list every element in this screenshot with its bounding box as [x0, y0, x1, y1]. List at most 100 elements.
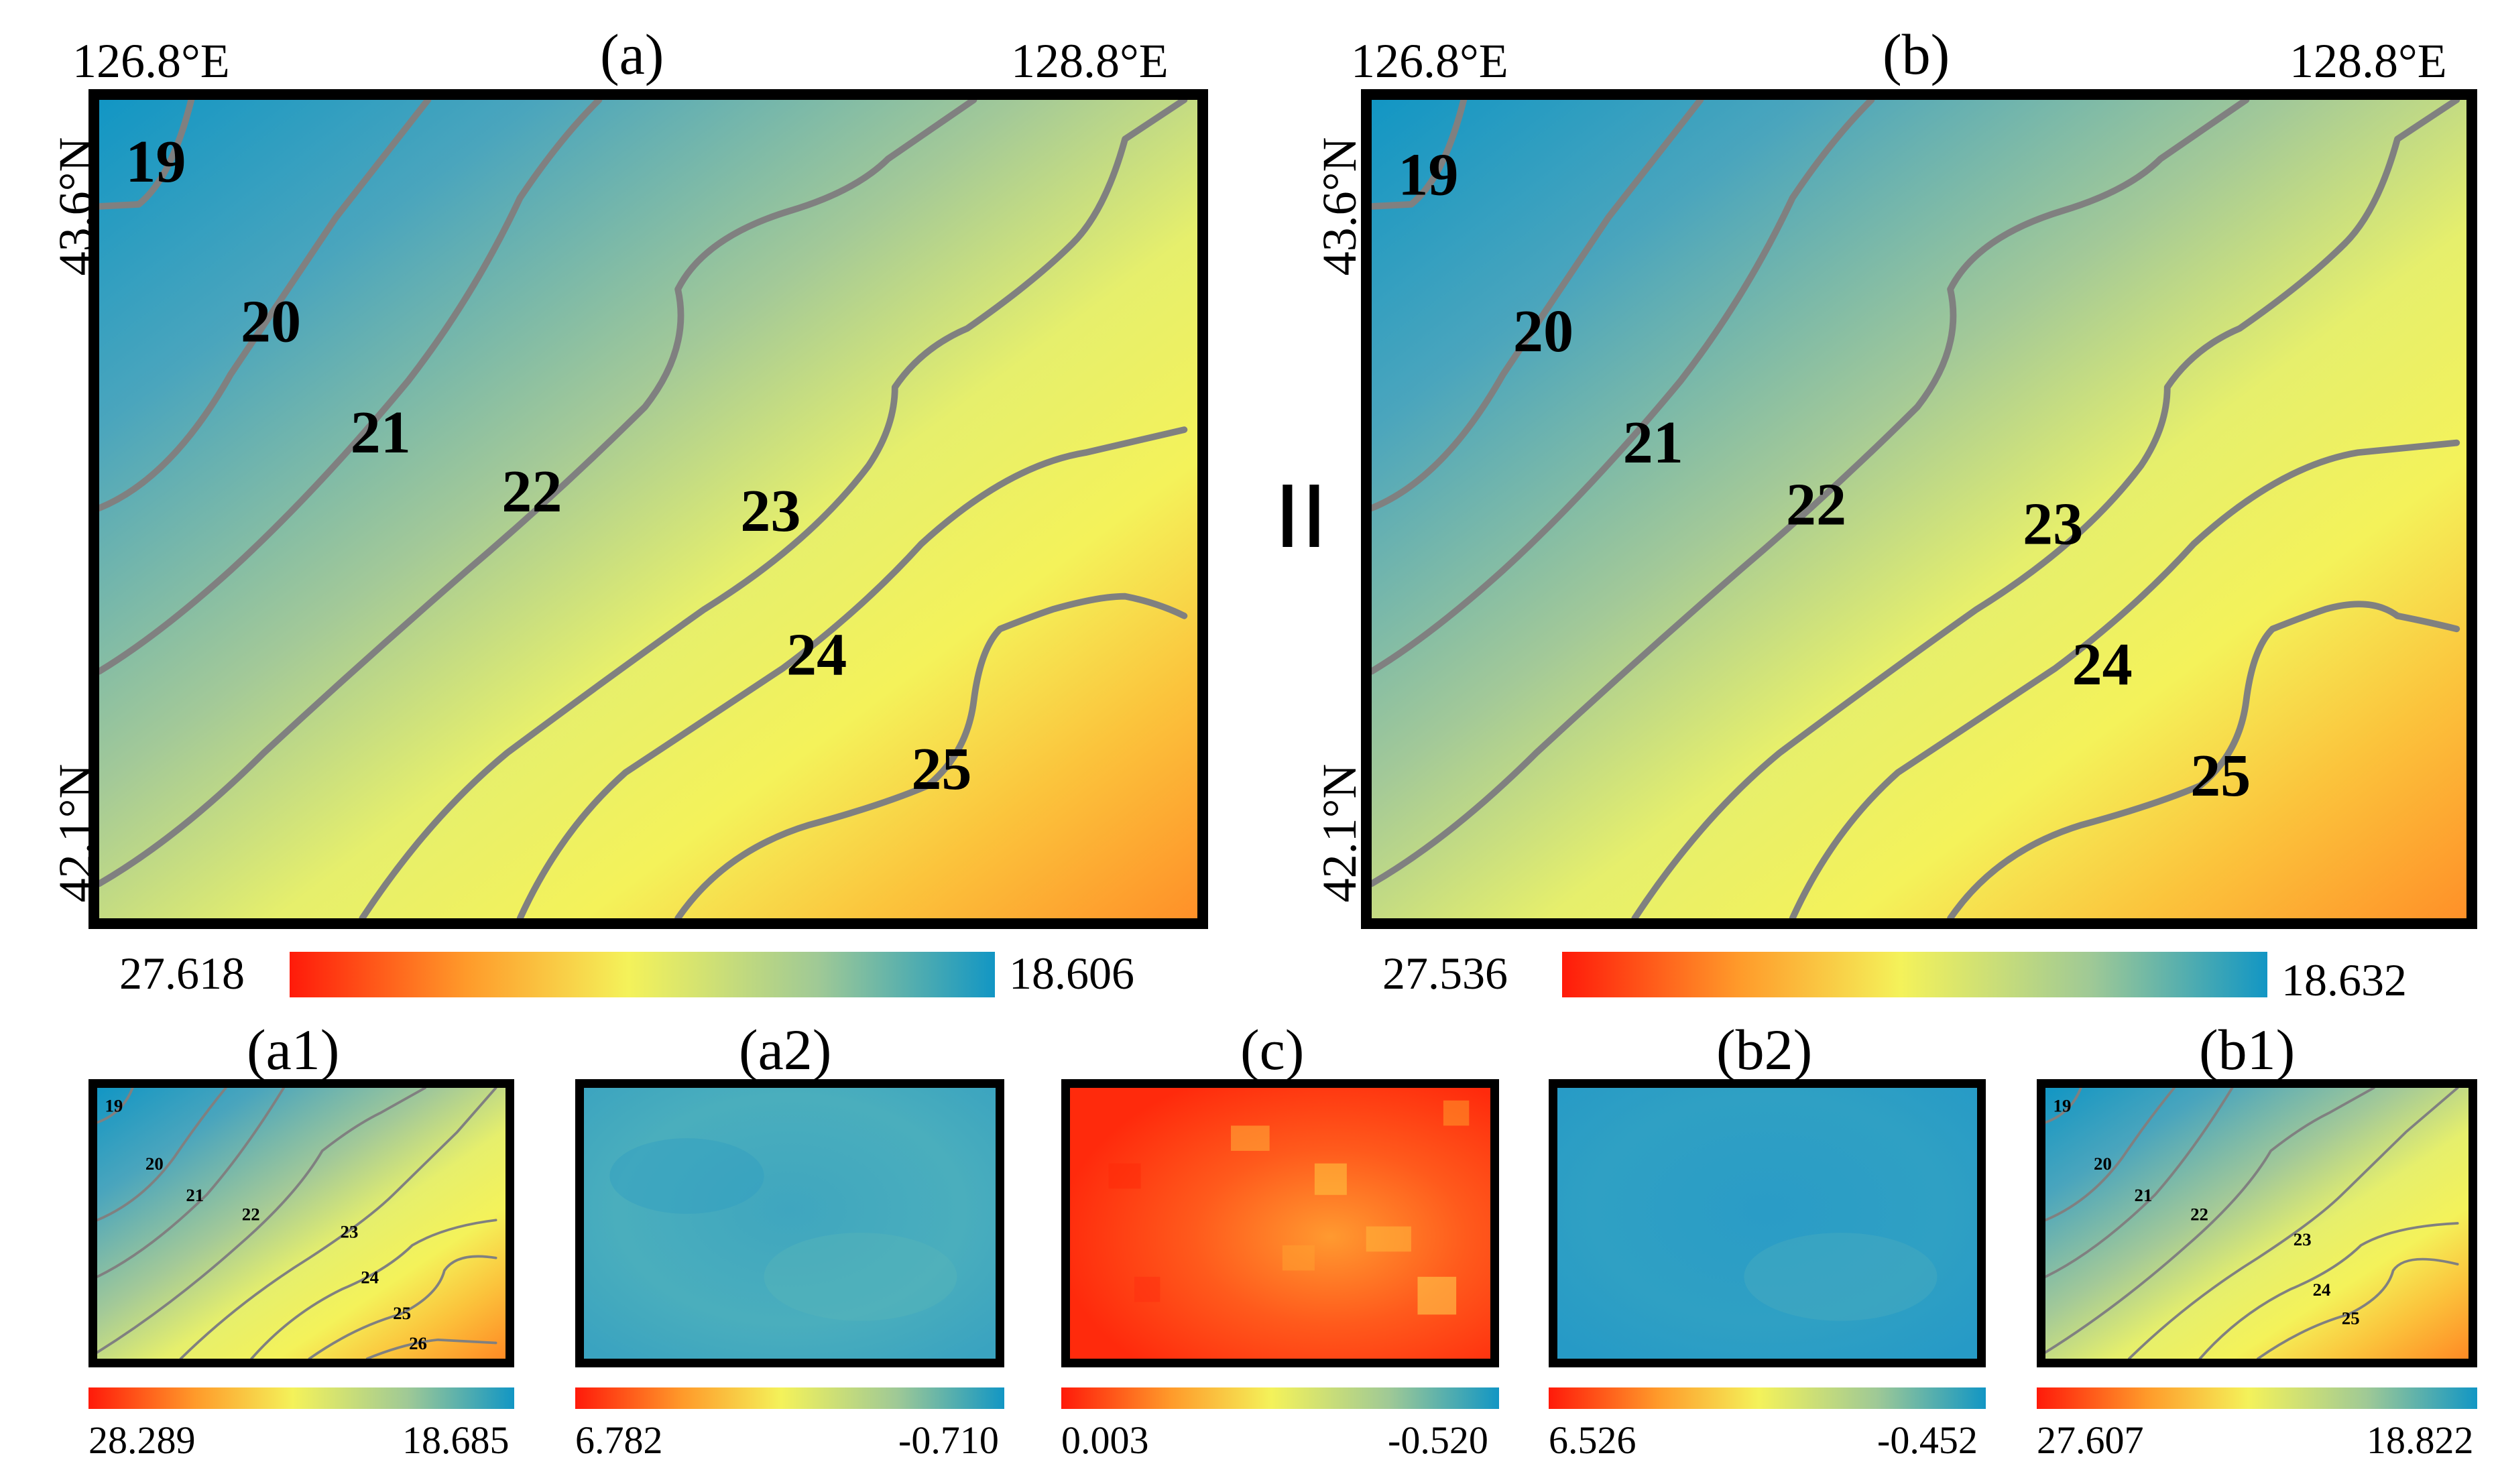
panel-a-contour-21 [99, 100, 603, 675]
panel-a1-contour-23 [179, 1088, 497, 1359]
panel-b-contour-label-19: 19 [1398, 142, 1458, 208]
panel-a1-raster [97, 1088, 505, 1359]
panel-a-colorbar-max: 18.606 [1009, 948, 1134, 999]
panel-a2-map [575, 1079, 1004, 1367]
panel-c-colorbar-min: 0.003 [1061, 1418, 1149, 1462]
panel-b-lat-bottom: 42.1°N [1313, 763, 1366, 903]
panel-a2-colorbar-min: 6.782 [575, 1418, 663, 1462]
panel-a1-contour-20 [97, 1088, 227, 1222]
panel-a2-colorbar-max: -0.710 [898, 1418, 999, 1462]
panel-a1-contour-25 [308, 1255, 497, 1359]
panel-b1-contour-label-21: 21 [2135, 1185, 2153, 1205]
panel-b2-colorbar-min: 6.526 [1549, 1418, 1636, 1462]
panel-b-map: 19 20 21 22 23 24 25 [1361, 89, 2477, 929]
panel-b-contour-25 [1947, 601, 2460, 918]
panel-b2-raster [1557, 1088, 1977, 1359]
panel-b1-map: 19 20 21 22 23 24 25 [2037, 1079, 2477, 1367]
panel-a-contour-24 [516, 426, 1188, 918]
panel-a-contour-25 [674, 593, 1188, 918]
panel-b1-colorbar [2037, 1387, 2477, 1409]
panel-a-title: (a) [600, 22, 664, 86]
panel-b1-title: (b1) [2199, 1017, 2296, 1082]
panel-c-colorbar [1061, 1387, 1499, 1409]
panel-a-colorbar [290, 952, 995, 997]
panel-b-contour-label-24: 24 [2072, 631, 2133, 698]
panel-b-lon-left: 126.8°E [1351, 34, 1508, 88]
panel-a-map: 19 20 21 22 23 24 25 [88, 89, 1208, 929]
panel-a1-colorbar-max: 18.685 [402, 1418, 510, 1462]
panel-c-map [1061, 1079, 1499, 1367]
panel-a-lon-right: 128.8°E [1011, 34, 1169, 88]
panel-c-raster [1070, 1088, 1490, 1359]
panel-b-raster [1372, 100, 2466, 918]
panel-b-contour-label-23: 23 [2023, 491, 2083, 558]
panel-b-colorbar-min: 27.536 [1382, 948, 1508, 999]
panel-b2-colorbar [1549, 1387, 1986, 1409]
panel-c-title: (c) [1240, 1017, 1305, 1082]
panel-b2-map [1549, 1079, 1986, 1367]
panel-a-contour-label-19: 19 [125, 129, 186, 195]
panel-b1-contour-22 [2045, 1088, 2375, 1354]
panel-b1-raster [2045, 1088, 2468, 1359]
panel-a1-contour-label-19: 19 [105, 1096, 123, 1116]
panel-a1-contour-label-21: 21 [186, 1185, 204, 1205]
panel-a2-title: (a2) [739, 1017, 832, 1082]
panel-b2-title: (b2) [1716, 1017, 1813, 1082]
equals-sign: = [1227, 478, 1375, 554]
panel-a1-contour-label-23: 23 [341, 1222, 359, 1242]
panel-b1-contour-24 [2198, 1222, 2459, 1359]
panel-a-contour-20 [99, 100, 432, 511]
panel-b1-contour-label-24: 24 [2313, 1280, 2331, 1300]
panel-a-colorbar-min: 27.618 [119, 948, 245, 999]
panel-a1-contour-label-20: 20 [145, 1154, 164, 1174]
panel-b-lon-right: 128.8°E [2289, 34, 2447, 88]
panel-b1-contour-label-19: 19 [2053, 1096, 2072, 1116]
panel-b-contour-24 [1789, 439, 2460, 918]
panel-b1-contour-19 [2045, 1088, 2082, 1124]
panel-b1-contour-20 [2045, 1088, 2176, 1222]
panel-b1-contour-21 [2045, 1088, 2234, 1278]
panel-a-contour-23 [359, 100, 1188, 918]
panel-a-contour-22 [99, 100, 977, 887]
panel-b-contour-label-20: 20 [1513, 298, 1573, 365]
panel-a-contour-label-25: 25 [911, 736, 971, 802]
panel-a1-contour-label-26: 26 [409, 1333, 427, 1353]
panel-a1-map: 19 20 21 22 23 24 25 26 [88, 1079, 514, 1367]
panel-b1-contour-label-23: 23 [2294, 1229, 2312, 1249]
panel-a-contour-label-20: 20 [241, 289, 301, 355]
panel-a1-contour-21 [97, 1088, 286, 1278]
panel-b1-colorbar-min: 27.607 [2037, 1418, 2144, 1462]
panel-b1-contour-label-22: 22 [2190, 1204, 2208, 1225]
panel-a-contour-19 [99, 100, 195, 210]
panel-b-contour-22 [1372, 100, 2250, 887]
panel-a2-raster [584, 1088, 996, 1359]
panel-a-contour-label-22: 22 [501, 458, 562, 525]
panel-a1-contour-22 [97, 1088, 427, 1354]
panel-a-lon-left: 126.8°E [72, 34, 230, 88]
panel-a1-contour-label-24: 24 [361, 1267, 379, 1288]
panel-b-contour-21 [1372, 100, 1875, 675]
panel-a-contour-label-24: 24 [786, 622, 847, 688]
panel-b-contour-label-22: 22 [1786, 472, 1846, 538]
panel-a1-contour-26 [365, 1338, 497, 1359]
panel-b-contour-23 [1631, 100, 2460, 918]
panel-b1-colorbar-max: 18.822 [2367, 1418, 2474, 1462]
panel-a1-contour-label-22: 22 [242, 1204, 260, 1225]
panel-b-colorbar-max: 18.632 [2281, 954, 2407, 1005]
panel-b1-contour-label-25: 25 [2342, 1308, 2360, 1328]
panel-b-lat-top: 43.6°N [1313, 137, 1366, 276]
panel-a1-contour-24 [250, 1219, 497, 1359]
panel-c-colorbar-max: -0.520 [1388, 1418, 1488, 1462]
panel-a1-contour-label-25: 25 [393, 1303, 411, 1323]
panel-a-contour-label-23: 23 [740, 478, 800, 544]
panel-a-contour-label-21: 21 [351, 399, 411, 466]
panel-a-raster [99, 100, 1197, 918]
panel-a1-colorbar [88, 1387, 514, 1409]
panel-b1-contour-23 [2127, 1088, 2459, 1359]
panel-b1-contour-label-20: 20 [2094, 1154, 2112, 1174]
panel-b-contour-label-25: 25 [2190, 743, 2251, 809]
panel-a1-contour-19 [97, 1088, 134, 1124]
panel-b-title: (b) [1883, 22, 1950, 86]
panel-b-contour-20 [1372, 100, 1704, 511]
panel-a1-title: (a1) [247, 1017, 340, 1082]
